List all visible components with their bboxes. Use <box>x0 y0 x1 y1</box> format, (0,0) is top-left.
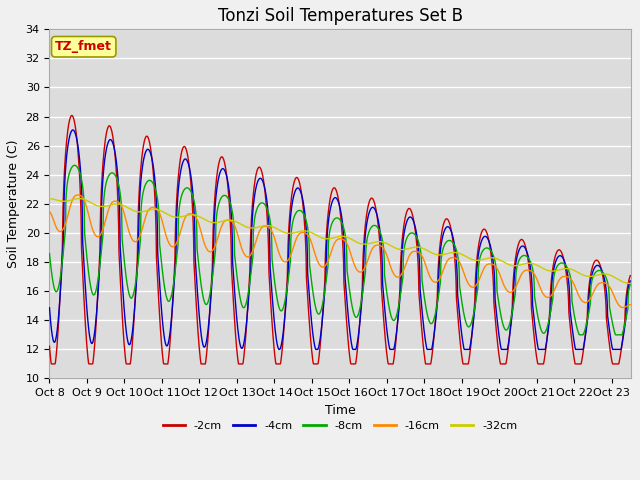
X-axis label: Time: Time <box>324 404 355 417</box>
Text: TZ_fmet: TZ_fmet <box>55 40 112 53</box>
Legend: -2cm, -4cm, -8cm, -16cm, -32cm: -2cm, -4cm, -8cm, -16cm, -32cm <box>158 417 522 436</box>
Title: Tonzi Soil Temperatures Set B: Tonzi Soil Temperatures Set B <box>218 7 463 25</box>
Y-axis label: Soil Temperature (C): Soil Temperature (C) <box>7 140 20 268</box>
